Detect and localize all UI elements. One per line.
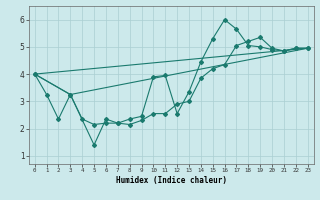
X-axis label: Humidex (Indice chaleur): Humidex (Indice chaleur) <box>116 176 227 185</box>
